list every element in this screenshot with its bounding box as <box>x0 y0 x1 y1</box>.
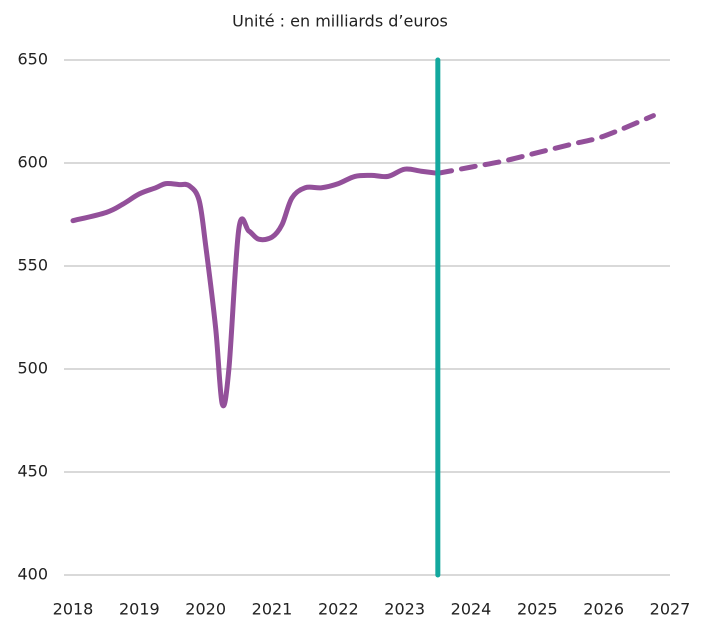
x-tick-label: 2026 <box>583 600 624 619</box>
y-tick-label: 600 <box>17 153 48 172</box>
x-tick-label: 2018 <box>53 600 94 619</box>
chart-title: Unité : en milliards d’euros <box>232 12 448 31</box>
y-tick-label: 400 <box>17 565 48 584</box>
x-tick-label: 2022 <box>318 600 359 619</box>
x-tick-label: 2024 <box>451 600 492 619</box>
series-line <box>70 166 441 409</box>
x-tick-label: 2021 <box>252 600 293 619</box>
y-tick-label: 650 <box>17 50 48 69</box>
x-tick-label: 2019 <box>119 600 160 619</box>
y-tick-label: 500 <box>17 359 48 378</box>
x-tick-label: 2023 <box>384 600 425 619</box>
series-line <box>435 113 656 176</box>
x-tick-label: 2020 <box>185 600 226 619</box>
x-tick-label: 2025 <box>517 600 558 619</box>
y-tick-label: 450 <box>17 462 48 481</box>
y-tick-label: 550 <box>17 256 48 275</box>
x-tick-label: 2027 <box>650 600 691 619</box>
